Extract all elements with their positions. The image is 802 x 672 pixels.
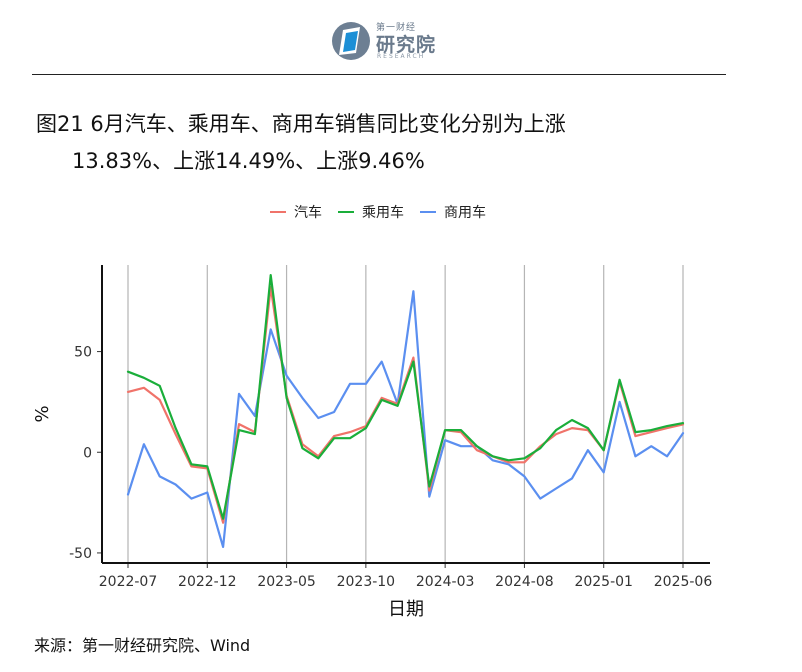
x-tick-label: 2023-05 (257, 574, 316, 590)
series-line-commercial (126, 290, 685, 549)
legend-swatch-passenger (338, 211, 354, 213)
y-axis-title: % (32, 405, 53, 422)
legend-item-auto: 汽车 (270, 202, 322, 222)
source-note: 来源：第一财经研究院、Wind (34, 636, 251, 655)
chart-title-line1: 图21 6月汽车、乘用车、商用车销售同比变化分别为上涨 (36, 112, 566, 136)
research-logo (332, 22, 370, 60)
x-tick-label: 2022-12 (178, 574, 237, 590)
logo-text-top: 第一财经 (376, 23, 417, 33)
y-tick-label: 50 (74, 345, 92, 361)
series-line-auto (126, 286, 685, 524)
x-tick-label: 2024-03 (416, 574, 475, 590)
x-tick-label: 2022-07 (99, 574, 158, 590)
x-tick-label: 2024-08 (495, 574, 554, 590)
series-line-passenger (126, 274, 685, 520)
x-axis-title: 日期 (388, 599, 424, 620)
legend-swatch-auto (270, 211, 286, 213)
chart-title-line2: 13.83%、上涨14.49%、上涨9.46% (72, 149, 425, 173)
legend-swatch-commercial (420, 211, 436, 213)
logo-text-sub: RESEARCH (377, 53, 426, 60)
legend-label-commercial: 商用车 (444, 205, 486, 221)
x-tick-label: 2023-10 (337, 574, 396, 590)
logo-text-main: 研究院 (376, 34, 437, 56)
legend-label-auto: 汽车 (294, 205, 322, 221)
y-tick-label: -50 (69, 546, 92, 562)
chart-legend: 汽车 乘用车 商用车 (270, 202, 486, 222)
legend-item-passenger: 乘用车 (338, 202, 404, 222)
x-tick-label: 2025-01 (574, 574, 633, 590)
x-tick-label: 2025-06 (654, 574, 713, 590)
y-tick-label: 0 (83, 445, 92, 461)
legend-item-commercial: 商用车 (420, 202, 486, 222)
legend-label-passenger: 乘用车 (362, 205, 404, 221)
header-divider (32, 74, 726, 75)
